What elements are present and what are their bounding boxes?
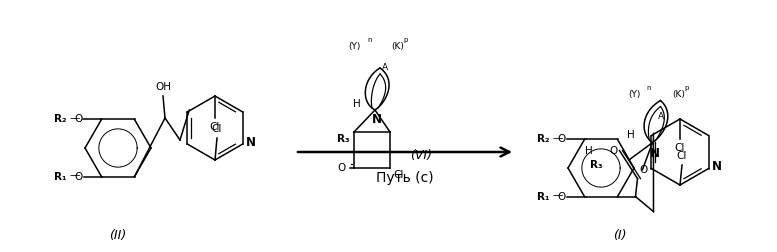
Text: —: — [552, 133, 563, 143]
Text: O: O [609, 146, 618, 155]
Text: O: O [75, 172, 82, 182]
Text: A: A [657, 112, 664, 121]
Text: (VI): (VI) [410, 148, 432, 162]
Text: N: N [712, 160, 722, 173]
Text: Cl: Cl [393, 170, 403, 180]
Text: OH: OH [155, 82, 171, 92]
Text: n: n [367, 37, 371, 43]
Text: R₃: R₃ [337, 134, 350, 144]
Text: Cl: Cl [677, 151, 687, 161]
Text: (Y): (Y) [349, 43, 361, 51]
Text: Путь (c): Путь (c) [376, 171, 434, 185]
Text: —: — [69, 171, 80, 181]
Text: (I): (I) [613, 229, 627, 241]
Text: Cl: Cl [674, 143, 685, 153]
Text: H: H [585, 146, 593, 155]
Text: (K): (K) [673, 90, 685, 99]
Text: R₂: R₂ [54, 114, 67, 124]
Text: A: A [382, 62, 388, 72]
Text: R₁: R₁ [537, 192, 549, 202]
Text: (K): (K) [391, 43, 404, 51]
Text: R₃: R₃ [590, 160, 602, 170]
Text: p: p [403, 37, 407, 43]
Text: O: O [338, 163, 346, 173]
Text: O: O [75, 114, 82, 124]
Text: (II): (II) [110, 229, 127, 241]
Text: O: O [557, 134, 566, 144]
Text: N: N [246, 136, 256, 148]
Text: O: O [639, 165, 648, 175]
Text: —: — [69, 113, 80, 123]
Text: N: N [372, 113, 382, 126]
Text: R₂: R₂ [537, 134, 549, 144]
Text: H: H [627, 130, 635, 140]
Text: n: n [646, 85, 651, 90]
Text: O: O [557, 192, 566, 202]
Text: p: p [685, 85, 689, 90]
Text: —: — [552, 191, 563, 201]
Text: R₁: R₁ [54, 172, 67, 182]
Text: Cl: Cl [212, 124, 222, 134]
Text: N: N [650, 147, 660, 160]
Text: (Y): (Y) [628, 90, 640, 99]
Text: H: H [354, 99, 361, 109]
Text: Cl: Cl [210, 122, 220, 132]
